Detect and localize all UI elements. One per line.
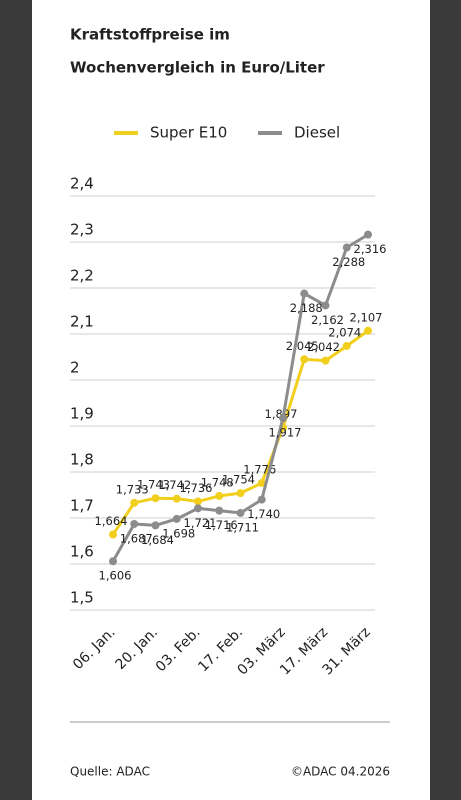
data-point [215, 491, 224, 500]
y-tick-label: 2,3 [70, 221, 94, 239]
data-point [300, 355, 309, 364]
data-label: 1,687 [120, 531, 153, 545]
data-label: 1,740 [247, 507, 280, 521]
y-tick-label: 1,5 [70, 589, 94, 607]
data-label: 1,721 [184, 516, 217, 530]
data-label: 1,664 [95, 514, 128, 528]
data-label: 1,897 [265, 407, 298, 421]
y-tick-label: 2,4 [70, 175, 94, 193]
data-point [364, 326, 372, 335]
data-label: 2,107 [350, 310, 383, 324]
data-point [321, 301, 330, 310]
panel [32, 0, 430, 800]
legend-label: Super E10 [150, 124, 227, 142]
data-label: 1,684 [141, 533, 174, 547]
data-label: 1,748 [201, 475, 234, 489]
data-point [300, 289, 309, 298]
data-point [194, 504, 202, 513]
chart-subtitle: Wochenvergleich in Euro/Liter [70, 59, 325, 77]
data-label: 1,698 [162, 526, 195, 540]
data-point [194, 497, 202, 506]
data-point [236, 489, 245, 498]
data-point [172, 514, 181, 523]
data-point [257, 479, 266, 488]
data-point [215, 506, 224, 515]
data-point [109, 530, 117, 539]
data-label: 2,316 [354, 242, 387, 256]
data-label: 1,716 [205, 518, 238, 532]
data-label: 1,743 [137, 478, 170, 492]
chart-title: Kraftstoffpreise im [70, 26, 230, 44]
data-point [321, 356, 330, 365]
data-point [109, 557, 117, 566]
data-label: 2,162 [311, 313, 344, 327]
data-point [257, 495, 266, 504]
y-tick-label: 1,9 [70, 405, 94, 423]
data-point [151, 494, 160, 503]
data-point [172, 494, 181, 503]
source: Quelle: ADAC [70, 765, 150, 779]
data-label: 1,754 [222, 473, 255, 487]
y-tick-label: 2,2 [70, 267, 94, 285]
y-tick-label: 2 [70, 359, 80, 377]
legend-label: Diesel [294, 124, 340, 142]
data-label: 1,742 [158, 478, 191, 492]
data-point [236, 508, 245, 517]
data-label: 1,606 [99, 569, 132, 583]
data-label: 2,188 [290, 301, 323, 315]
data-point [130, 498, 139, 507]
data-label: 1,711 [226, 520, 259, 534]
data-label: 1,917 [269, 426, 302, 440]
data-point [279, 414, 287, 423]
data-point [151, 521, 160, 530]
data-point [364, 230, 372, 239]
y-tick-label: 1,7 [70, 497, 94, 515]
data-label: 2,288 [332, 255, 365, 269]
data-label: 2,074 [328, 325, 361, 339]
data-label: 1,736 [180, 481, 213, 495]
y-tick-label: 1,6 [70, 543, 94, 561]
data-point [130, 519, 139, 528]
data-point [342, 243, 351, 252]
y-tick-label: 2,1 [70, 313, 94, 331]
data-label: 2,042 [307, 340, 340, 354]
data-label: 1,733 [116, 482, 149, 496]
copyright: ©ADAC 04.2026 [291, 765, 390, 779]
data-point [342, 341, 351, 350]
y-tick-label: 1,8 [70, 451, 94, 469]
